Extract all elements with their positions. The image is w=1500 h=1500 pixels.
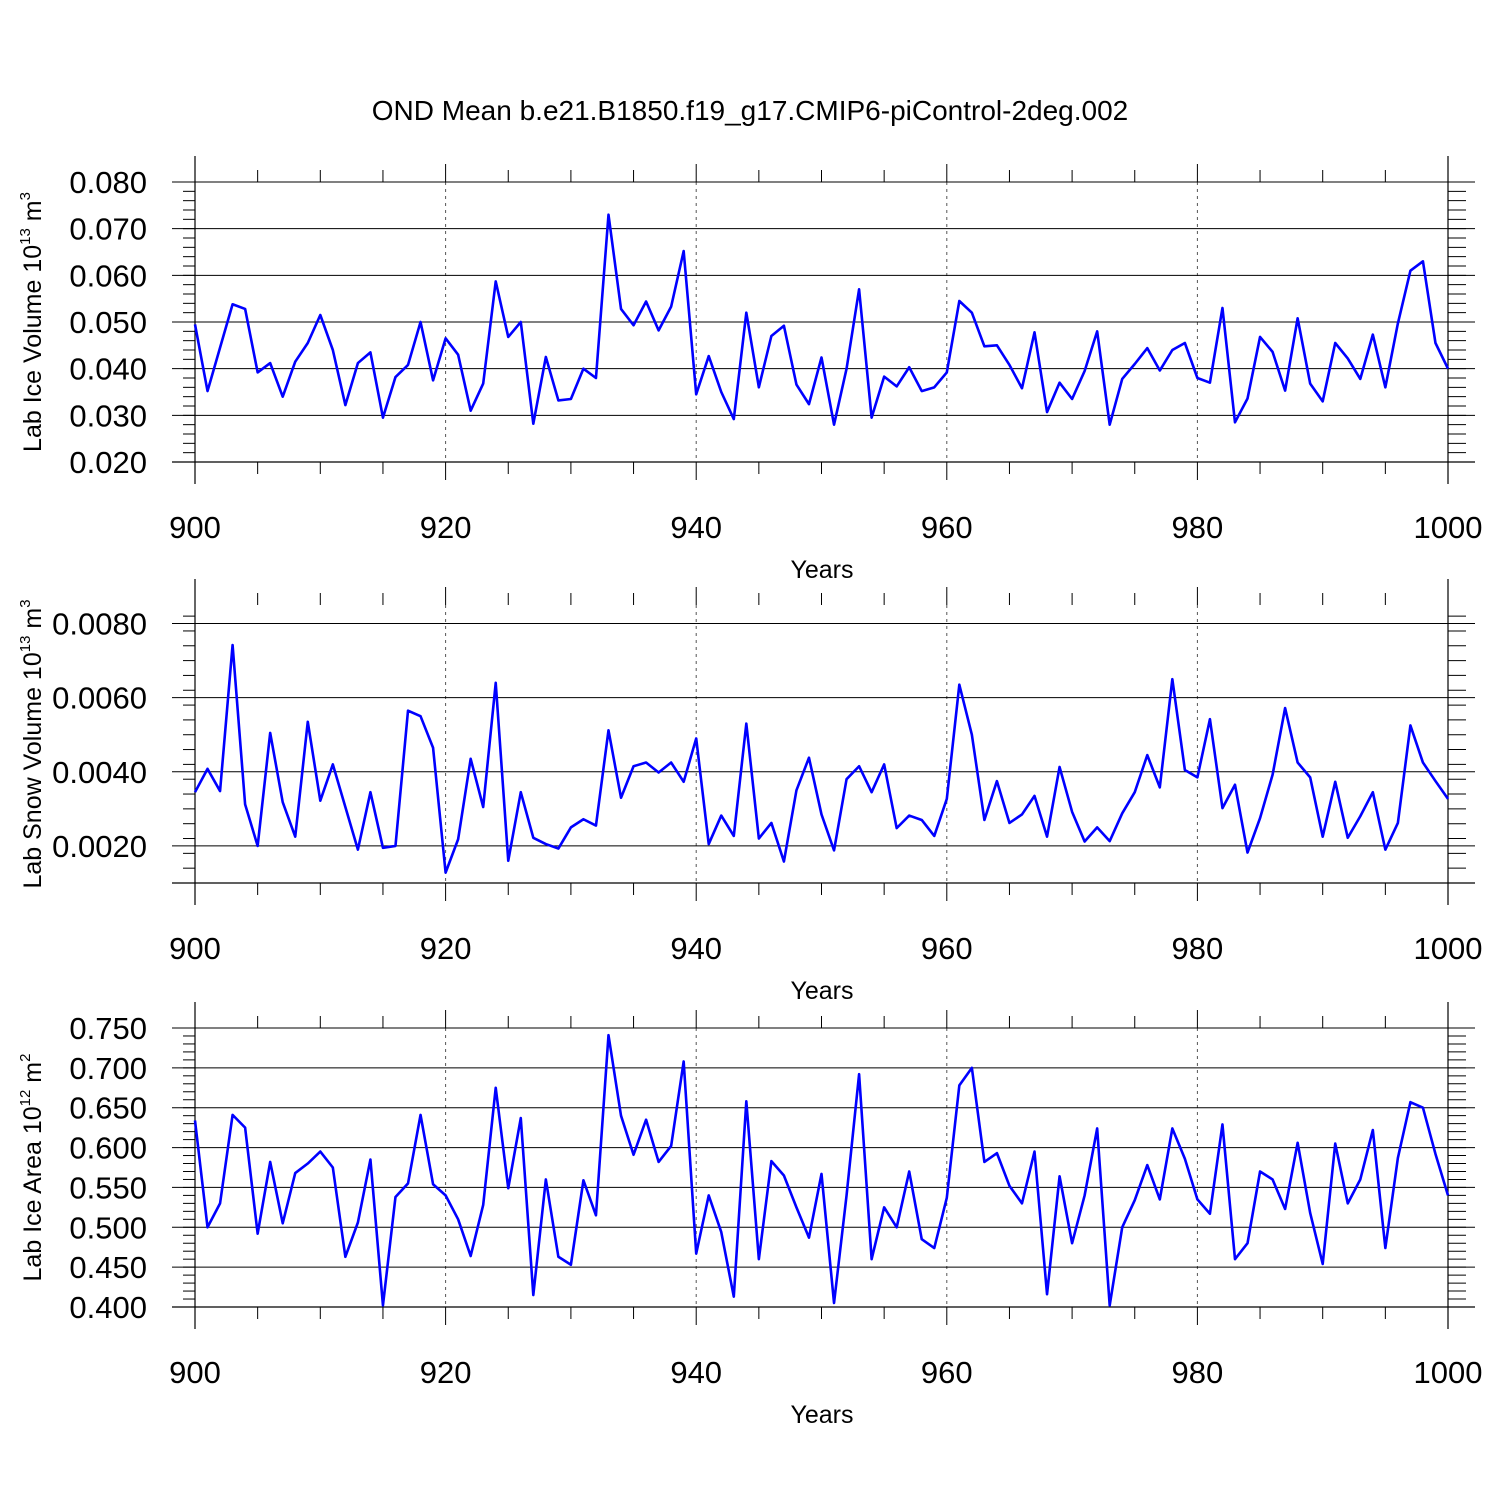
x-axis-label: Years: [790, 977, 853, 1005]
series-line: [193, 643, 1450, 874]
series-line: [193, 213, 1450, 426]
panels: 0.020 0.030 0.040 0.050 0.060 0.070 0.080 900 92…: [17, 156, 1482, 1429]
y-tick-label: 0.650: [69, 1091, 147, 1126]
y-tick-label: 0.020: [69, 445, 147, 480]
y-tick-label: 0.060: [69, 258, 147, 293]
x-tick-label: 900: [169, 1355, 221, 1390]
x-tick-label: 900: [169, 931, 221, 966]
x-tick-label: 940: [670, 1355, 722, 1390]
x-tick-label: 1000: [1414, 510, 1483, 545]
x-tick-label: 960: [921, 510, 973, 545]
figure-title: OND Mean b.e21.B1850.f19_g17.CMIP6-piCon…: [372, 95, 1128, 126]
y-tick-label: 0.040: [69, 352, 147, 387]
x-axis-label: Years: [790, 556, 853, 584]
y-tick-label: 0.0080: [52, 607, 147, 642]
y-tick-label: 0.600: [69, 1131, 147, 1166]
y-tick-label: 0.0020: [52, 829, 147, 864]
y-tick-label: 0.030: [69, 398, 147, 433]
x-tick-label: 900: [169, 510, 221, 545]
x-tick-label: 920: [420, 931, 472, 966]
y-tick-label: 0.550: [69, 1170, 147, 1205]
x-tick-label: 940: [670, 510, 722, 545]
y-tick-label: 0.750: [69, 1011, 147, 1046]
x-tick-label: 920: [420, 510, 472, 545]
panel-3: 0.400 0.450 0.500 0.550 0.600 0.650 0.700 0.750…: [17, 1002, 1482, 1429]
x-tick-label: 980: [1172, 1355, 1224, 1390]
x-tick-label: 1000: [1414, 931, 1483, 966]
y-tick-label: 0.400: [69, 1290, 147, 1325]
y-tick-label: 0.080: [69, 165, 147, 200]
x-tick-label: 960: [921, 931, 973, 966]
x-tick-label: 980: [1172, 931, 1224, 966]
y-tick-label: 0.500: [69, 1210, 147, 1245]
y-axis-label: Lab Ice Area 1012 m2: [17, 1054, 47, 1282]
y-axis-label: Lab Snow Volume 1013 m3: [17, 599, 47, 888]
y-tick-label: 0.0060: [52, 681, 147, 716]
y-tick-label: 0.450: [69, 1250, 147, 1285]
x-tick-label: 940: [670, 931, 722, 966]
y-tick-label: 0.050: [69, 305, 147, 340]
x-axis-label: Years: [790, 1401, 853, 1429]
x-tick-label: 980: [1172, 510, 1224, 545]
x-tick-label: 1000: [1414, 1355, 1483, 1390]
panel-2: 0.0020 0.0040 0.0060 0.0080 900 920 940 960 980 1…: [17, 579, 1482, 1005]
x-tick-label: 960: [921, 1355, 973, 1390]
y-axis-label: Lab Ice Volume 1013 m3: [17, 192, 47, 452]
panel-1: 0.020 0.030 0.040 0.050 0.060 0.070 0.080 900 92…: [17, 156, 1482, 584]
y-tick-label: 0.700: [69, 1051, 147, 1086]
y-tick-label: 0.0040: [52, 755, 147, 790]
y-tick-label: 0.070: [69, 212, 147, 247]
series-line: [193, 1033, 1450, 1307]
x-tick-label: 920: [420, 1355, 472, 1390]
